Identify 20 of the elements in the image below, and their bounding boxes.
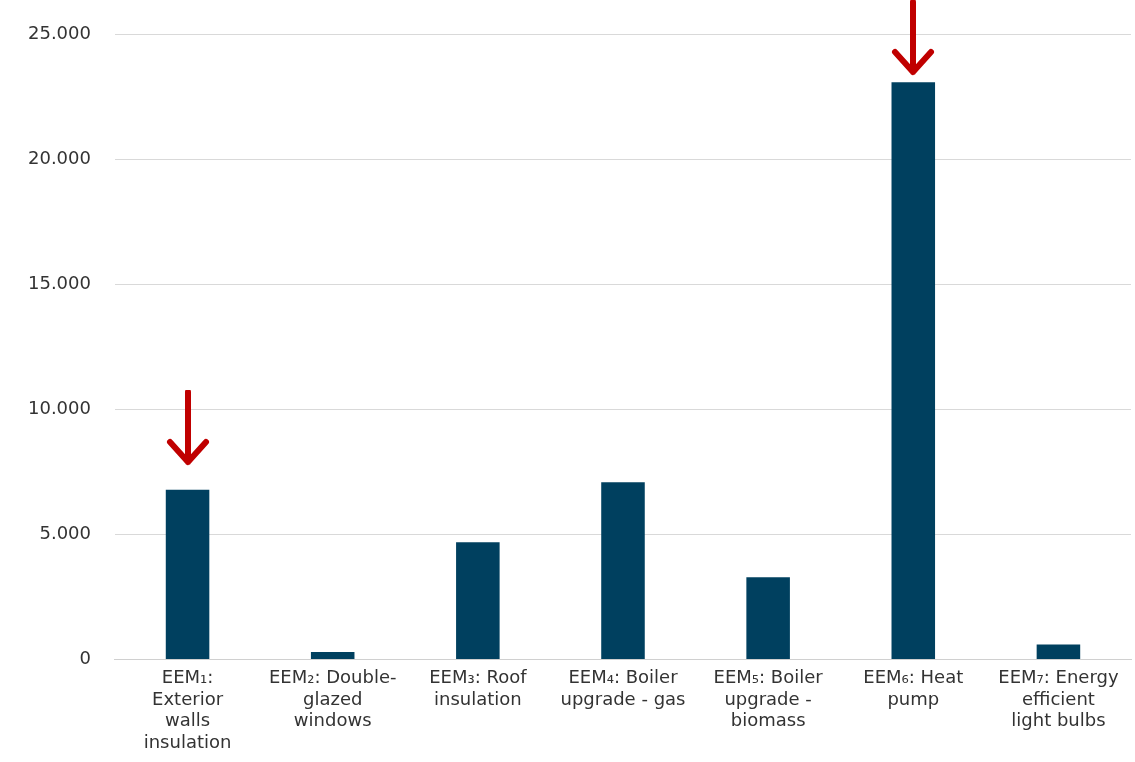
bar bbox=[310, 652, 355, 660]
bar bbox=[891, 82, 936, 660]
y-tick-label: 15.000 bbox=[28, 272, 91, 294]
y-tick-label: 5.000 bbox=[39, 522, 91, 544]
x-tick-label: EEM₄: Boiler upgrade - gas bbox=[560, 666, 686, 709]
y-tick-label: 0 bbox=[79, 647, 91, 669]
bar bbox=[746, 577, 790, 660]
x-tick-label: EEM₁: Exterior walls insulation bbox=[143, 666, 232, 752]
x-tick-label: EEM₂: Double-glazed windows bbox=[268, 666, 397, 731]
x-tick-label: EEM₅: Boiler upgrade - biomass bbox=[713, 666, 824, 731]
y-tick-label: 20.000 bbox=[28, 147, 91, 169]
bar bbox=[1036, 644, 1081, 660]
x-tick-label: EEM₃: Roof insulation bbox=[429, 666, 528, 709]
bar bbox=[601, 482, 645, 660]
x-tick-label: EEM₇: Energy efficient light bulbs bbox=[998, 666, 1119, 731]
bar bbox=[165, 489, 210, 660]
bar bbox=[456, 542, 500, 660]
x-tick-label: EEM₆: Heat pump bbox=[863, 666, 964, 709]
y-tick-label: 25.000 bbox=[28, 22, 91, 44]
y-tick-label: 10.000 bbox=[28, 397, 91, 419]
